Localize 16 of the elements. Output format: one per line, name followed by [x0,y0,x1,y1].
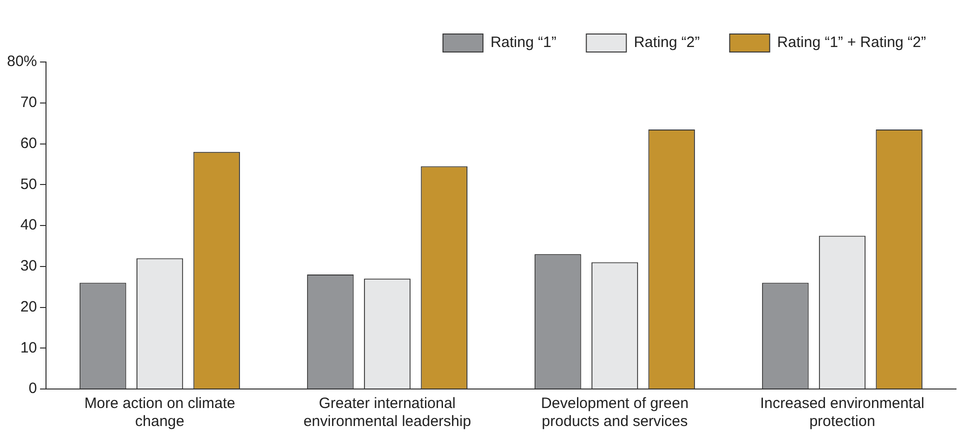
y-tick-label: 10 [20,339,38,356]
y-tick-label: 80% [6,53,38,70]
x-tick-label: Greater international environmental leadership [303,395,472,430]
x-tick-label: Increased environmental protection [760,395,924,430]
y-tick-label: 30 [20,258,38,275]
y-tick-label: 70 [20,94,38,112]
y-tick-label: 60 [20,134,38,152]
x-tick-label: More action on climate change [84,395,236,430]
x-tick-label: Development of green products and services [540,395,689,430]
y-tick-label: 0 [28,380,38,398]
legend-label: Rating “1” + Rating “2” [777,34,926,52]
y-tick-label: 20 [20,298,38,316]
legend-label: Rating “1” [490,34,556,52]
y-tick-label: 50 [20,176,38,193]
legend-label: Rating “2” [634,34,700,52]
y-tick-label: 40 [20,216,38,234]
